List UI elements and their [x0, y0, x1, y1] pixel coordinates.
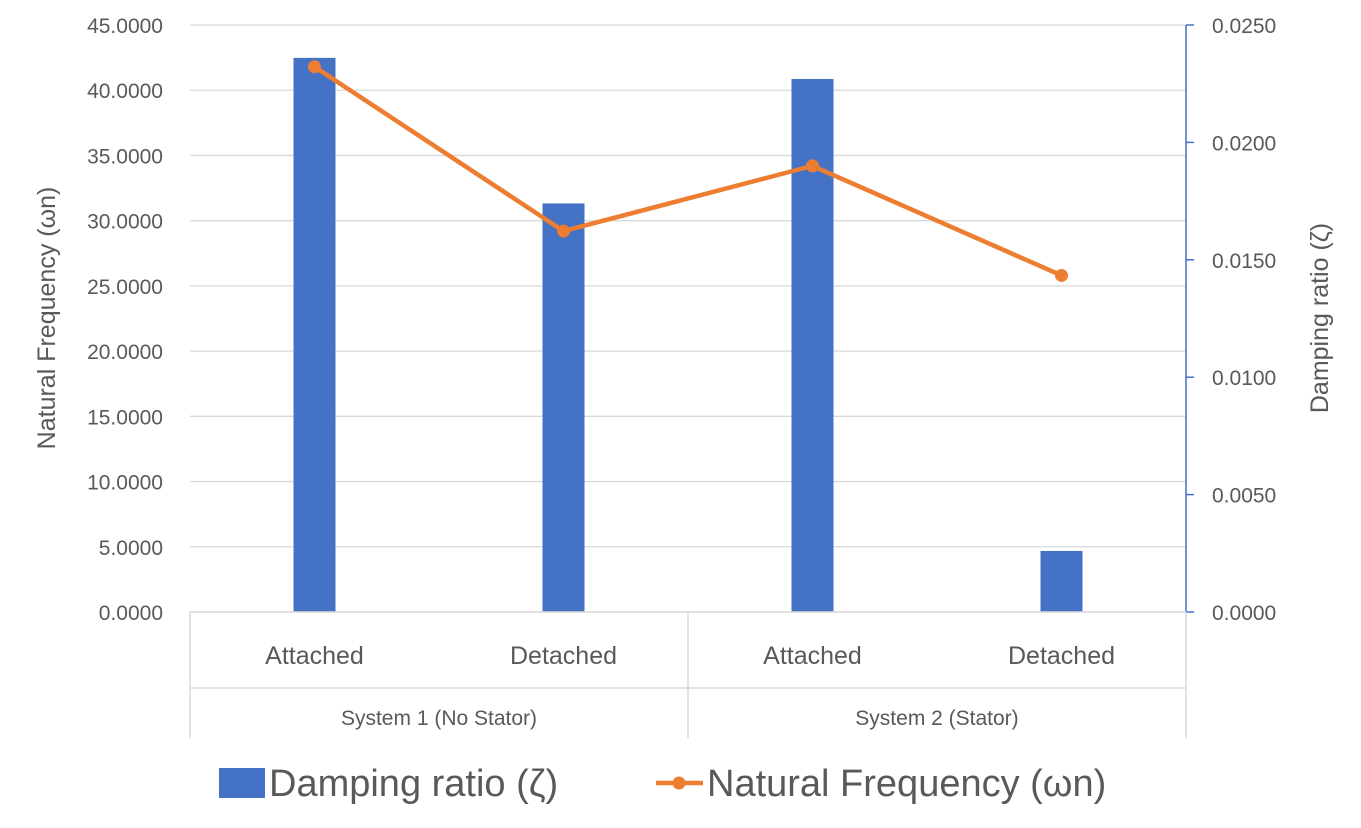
right-tick-label: 0.0200	[1212, 132, 1276, 155]
right-tick-label: 0.0050	[1212, 485, 1276, 508]
left-axis-title: Natural Frequency (ωn)	[33, 187, 61, 450]
left-tick-label: 20.0000	[87, 341, 163, 364]
group-label: System 1 (No Stator)	[341, 707, 537, 730]
right-tick-label: 0.0150	[1212, 250, 1276, 273]
category-label: Detached	[510, 642, 617, 670]
bar	[542, 203, 585, 612]
left-tick-label: 30.0000	[87, 211, 163, 234]
gridlines	[190, 24, 1186, 548]
line-point	[557, 224, 570, 238]
legend-label-frequency: Natural Frequency (ωn)	[707, 763, 1106, 805]
right-axis-title: Damping ratio (ζ)	[1306, 223, 1334, 413]
left-tick-label: 35.0000	[87, 145, 163, 168]
left-axis: 0.0000 5.0000 10.0000 15.0000 20.0000 25.0000…	[87, 15, 163, 625]
left-tick-label: 0.0000	[99, 602, 163, 625]
bar	[1040, 550, 1083, 612]
category-label: Attached	[763, 642, 862, 670]
bar-series-damping-ratio	[293, 57, 1083, 612]
left-tick-label: 5.0000	[99, 537, 163, 560]
category-label: Attached	[265, 642, 364, 670]
left-tick-label: 15.0000	[87, 406, 163, 429]
bar	[293, 57, 336, 612]
left-tick-label: 10.0000	[87, 472, 163, 495]
line-point	[806, 159, 819, 173]
legend: Damping ratio (ζ) Natural Frequency (ωn)	[219, 763, 1106, 805]
left-tick-label: 45.0000	[87, 15, 163, 38]
category-label: Detached	[1008, 642, 1115, 670]
line-point	[308, 60, 321, 74]
right-tick-label: 0.0250	[1212, 15, 1276, 38]
bar	[791, 79, 834, 612]
group-label: System 2 (Stator)	[855, 707, 1018, 730]
legend-marker-frequency	[672, 776, 686, 790]
line-path	[313, 64, 1063, 278]
right-tick-label: 0.0100	[1212, 367, 1276, 390]
line-series-natural-frequency	[308, 60, 1068, 282]
legend-label-damping: Damping ratio (ζ)	[269, 763, 558, 805]
legend-swatch-damping	[219, 768, 265, 798]
left-tick-label: 25.0000	[87, 276, 163, 299]
left-tick-label: 40.0000	[87, 80, 163, 103]
x-axis: Attached Detached System 1 (No Stator) Atta…	[189, 611, 1187, 738]
right-axis: 0.0000 0.0050 0.0100 0.0150 0.0200 0.0250	[1185, 15, 1276, 625]
right-tick-label: 0.0000	[1212, 602, 1276, 625]
line-point	[1055, 268, 1068, 282]
